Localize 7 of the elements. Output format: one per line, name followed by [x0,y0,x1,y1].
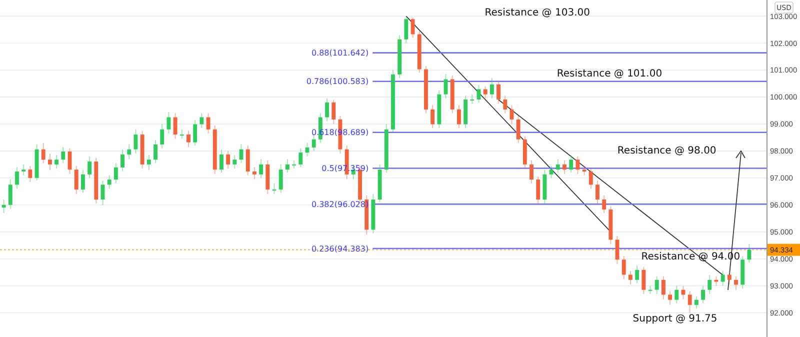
ref-line-label: 0.88(101.642) [311,48,369,58]
ref-line-label: 0.786(100.583) [306,77,369,86]
ref-line-label: 0.236(94.383) [311,244,369,254]
annotation: Resistance @ 101.00 [556,68,662,80]
annotation: Resistance @ 98.00 [617,146,716,156]
annotation: Resistance @ 103.00 [484,8,590,18]
annotation: Support @ 91.75 [632,314,718,324]
